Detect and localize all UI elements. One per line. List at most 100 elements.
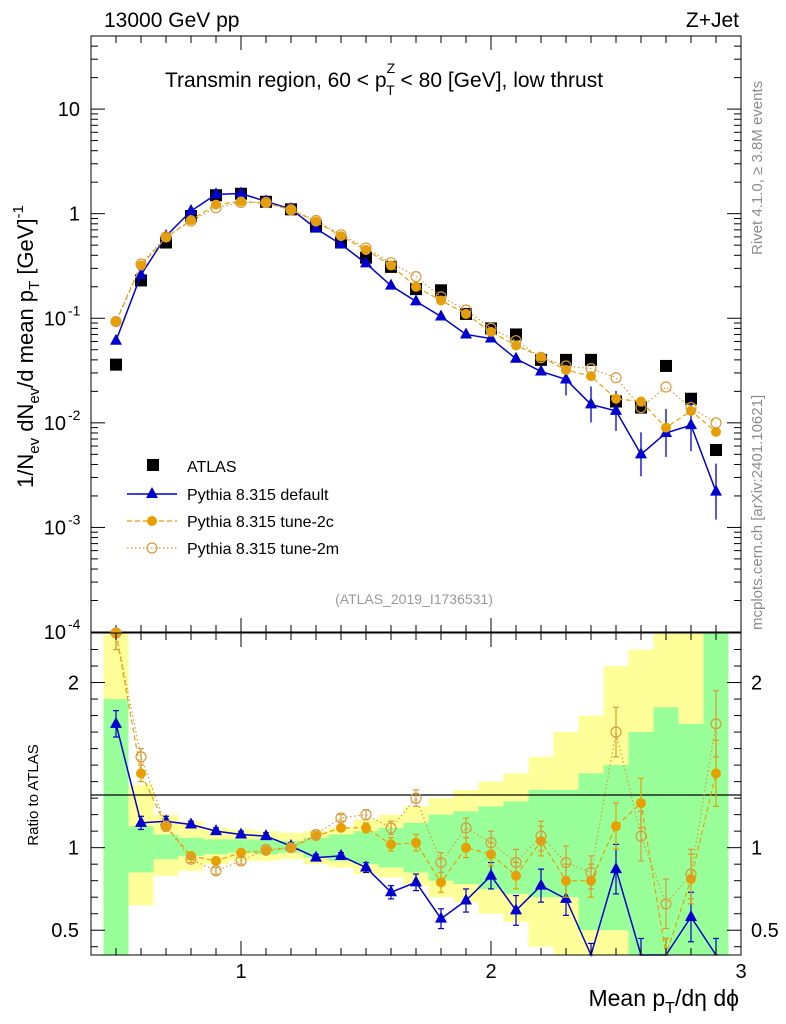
data-point-pythia-8-315-tune-2c	[111, 317, 121, 328]
data-point-pythia-8-315-default	[510, 351, 522, 363]
ratio-point-pythia-8-315-tune-2m	[560, 856, 572, 869]
data-point-pythia-8-315-tune-2m	[385, 257, 397, 269]
ratio-point-pythia-8-315-tune-2m	[335, 812, 347, 824]
data-point-atlas	[560, 353, 572, 366]
data-point-pythia-8-315-tune-2c	[486, 326, 496, 337]
ratio-point-pythia-8-315-default	[185, 817, 197, 829]
data-point-pythia-8-315-tune-2c	[636, 396, 646, 407]
main-y-tick-exponent: -4	[68, 616, 81, 632]
ratio-point-pythia-8-315-default	[610, 862, 622, 874]
ratio-point-pythia-8-315-default	[485, 868, 497, 880]
ratio-band-green	[203, 839, 229, 855]
ratio-point-pythia-8-315-tune-2c	[211, 855, 221, 866]
ratio-point-pythia-8-315-default	[685, 910, 697, 922]
ratio-point-pythia-8-315-tune-2m	[685, 868, 697, 880]
series-line-pythia-8-315-tune-2c	[115, 200, 717, 433]
legend-tune2m-label: Pythia 8.315 tune-2m	[187, 541, 339, 558]
main-y-tick-exponent: -3	[68, 511, 81, 527]
data-point-pythia-8-315-tune-2c	[661, 422, 671, 433]
ratio-point-pythia-8-315-default	[510, 903, 522, 915]
legend-tune2m-marker	[146, 542, 158, 554]
series-line-pythia-8-315-tune-2m	[115, 201, 717, 424]
ratio-band-green	[228, 839, 254, 853]
ratio-point-pythia-8-315-tune-2c	[461, 842, 471, 853]
ratio-y-tick-label-right: 1	[751, 838, 762, 860]
plot-title: Transmin region, 60 < pZ T < 80 [GeV], lo…	[165, 60, 603, 98]
ratio-y-tick-label: 1	[68, 838, 79, 860]
ratio-band-green	[353, 831, 379, 865]
energy-label: 13000 GeV pp	[104, 9, 239, 32]
data-point-pythia-8-315-tune-2m	[335, 229, 347, 241]
ratio-plot-panel: 0.5 0.5 1 1 2 2 1 2 3 Ratio to ATLAS Mean pT/dη …	[25, 627, 779, 1017]
legend-atlas-label: ATLAS	[187, 459, 237, 476]
main-series-layer	[110, 186, 722, 520]
main-y-axis-label: 1/Nev dNev/d mean pT [GeV]-1	[10, 205, 43, 488]
ratio-band-green	[178, 837, 204, 856]
ratio-point-pythia-8-315-tune-2c	[336, 822, 346, 833]
main-y-tick-exponent: -1	[68, 302, 81, 318]
legend-atlas-marker	[147, 459, 159, 471]
ratio-y-tick-label-right: 0.5	[751, 920, 779, 942]
data-point-pythia-8-315-default	[385, 278, 397, 290]
ratio-point-pythia-8-315-tune-2m	[435, 856, 447, 869]
data-point-pythia-8-315-tune-2m	[110, 315, 122, 328]
data-point-atlas	[585, 353, 597, 366]
data-point-pythia-8-315-default	[360, 256, 372, 268]
data-point-pythia-8-315-default	[460, 327, 472, 339]
rivet-label: Rivet 4.1.0, ≥ 3.8M events	[749, 81, 766, 255]
data-point-pythia-8-315-tune-2c	[436, 295, 446, 306]
data-point-pythia-8-315-default	[135, 267, 147, 279]
ratio-y-axis-label: Ratio to ATLAS	[25, 744, 42, 845]
ratio-point-pythia-8-315-default	[360, 860, 372, 872]
data-point-pythia-8-315-default	[685, 418, 697, 430]
data-point-pythia-8-315-tune-2m	[635, 401, 647, 414]
data-point-pythia-8-315-default	[535, 364, 547, 376]
ratio-point-pythia-8-315-default	[385, 885, 397, 897]
main-x-ticks	[115, 36, 742, 632]
ratio-point-pythia-8-315-tune-2m	[285, 842, 297, 854]
data-point-pythia-8-315-tune-2m	[485, 322, 497, 334]
ratio-point-pythia-8-315-tune-2m	[485, 837, 497, 849]
ratio-point-pythia-8-315-default	[110, 716, 122, 728]
data-point-pythia-8-315-tune-2c	[461, 308, 471, 319]
data-point-pythia-8-315-tune-2m	[685, 401, 697, 414]
ratio-band-green	[103, 699, 129, 955]
data-point-pythia-8-315-tune-2c	[286, 204, 296, 215]
ratio-point-pythia-8-315-tune-2m	[510, 856, 522, 869]
ratio-point-pythia-8-315-default	[210, 824, 222, 836]
data-point-pythia-8-315-tune-2m	[660, 381, 672, 393]
data-point-pythia-8-315-tune-2m	[135, 258, 147, 270]
data-point-pythia-8-315-default	[185, 204, 197, 216]
data-point-pythia-8-315-tune-2m	[560, 360, 572, 372]
data-point-pythia-8-315-tune-2m	[410, 271, 422, 283]
ratio-point-pythia-8-315-tune-2c	[361, 822, 371, 833]
data-point-pythia-8-315-default	[635, 447, 647, 459]
legend-default-marker	[146, 487, 158, 498]
ratio-band-green	[153, 834, 179, 860]
data-point-pythia-8-315-default	[335, 237, 347, 249]
ratio-point-pythia-8-315-tune-2m	[460, 822, 472, 834]
main-y-tick-label: 10	[44, 413, 66, 435]
ratio-point-pythia-8-315-tune-2c	[136, 768, 146, 779]
data-point-pythia-8-315-default	[210, 187, 222, 199]
ratio-point-pythia-8-315-tune-2m	[260, 843, 272, 855]
ratio-point-pythia-8-315-default	[260, 829, 272, 841]
ratio-point-pythia-8-315-default	[535, 878, 547, 890]
legend-tune2c-label: Pythia 8.315 tune-2c	[187, 514, 334, 531]
data-point-pythia-8-315-tune-2c	[411, 281, 421, 292]
ratio-point-pythia-8-315-default	[310, 850, 322, 862]
main-y-tick-label: 10	[58, 99, 80, 121]
ratio-point-pythia-8-315-tune-2m	[385, 822, 397, 834]
legend: ATLAS Pythia 8.315 default Pythia 8.315 …	[127, 459, 339, 558]
ratio-point-pythia-8-315-tune-2c	[711, 768, 721, 779]
ratio-point-pythia-8-315-tune-2c	[386, 839, 396, 850]
data-point-pythia-8-315-tune-2m	[610, 372, 622, 384]
ratio-point-pythia-8-315-default	[460, 893, 472, 905]
data-point-pythia-8-315-tune-2c	[611, 393, 621, 404]
ratio-point-pythia-8-315-default	[135, 815, 147, 827]
data-point-pythia-8-315-tune-2c	[311, 216, 321, 227]
data-point-pythia-8-315-tune-2m	[260, 196, 272, 209]
data-point-pythia-8-315-tune-2m	[185, 215, 197, 227]
ratio-band-green	[303, 837, 329, 858]
